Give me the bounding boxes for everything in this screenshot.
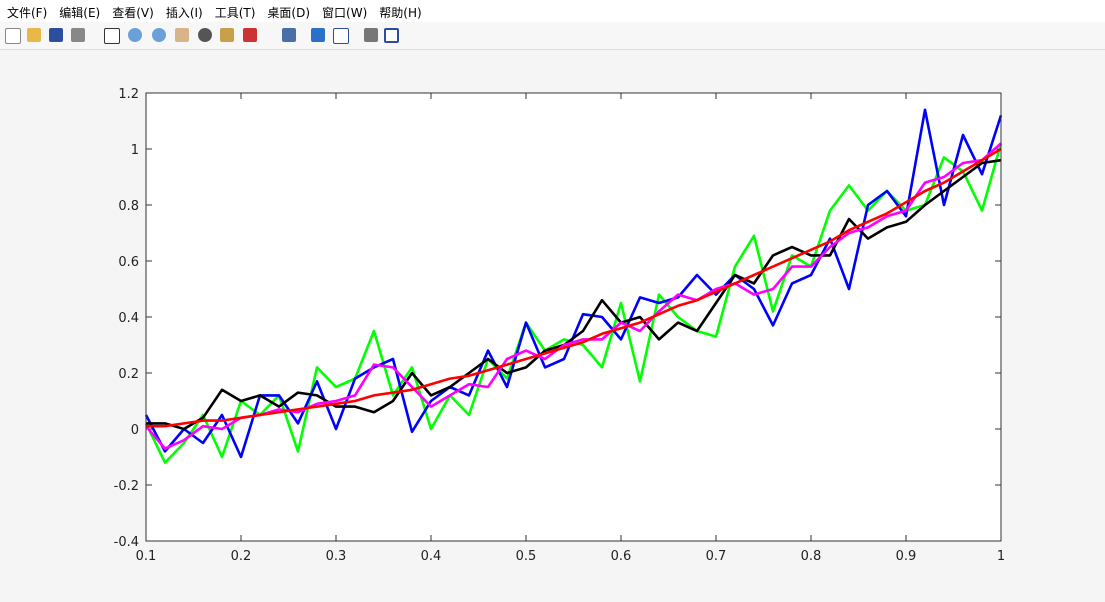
x-tick-label: 0.6	[611, 549, 632, 564]
colorbar-icon[interactable]	[311, 28, 325, 42]
menu-item[interactable]: 帮助(H)	[379, 6, 422, 20]
zoom-in-icon[interactable]	[128, 28, 142, 42]
menu-item[interactable]: 窗口(W)	[322, 6, 368, 20]
series-line	[146, 158, 1002, 431]
new-icon[interactable]	[5, 28, 21, 44]
menu-bar: 文件(F) 编辑(E) 查看(V) 插入(I) 工具(T) 桌面(D) 窗口(W) 帮助(H)	[0, 0, 1105, 22]
figure: 0.1 0.2 0.3 0.4 0.5 0.6 0.7 0.8 0.9 1 -0.4 -0.2 0 0.2…	[114, 87, 1006, 564]
x-tick-label: 1	[997, 549, 1005, 564]
y-tick-label: 0	[131, 423, 139, 438]
y-tick-label: 0.8	[118, 199, 139, 214]
menu-item[interactable]: 查看(V)	[112, 6, 154, 20]
x-tick-label: 0.3	[326, 549, 347, 564]
menu-item[interactable]: 桌面(D)	[267, 6, 311, 20]
x-tick-label: 0.7	[706, 549, 727, 564]
select-icon[interactable]	[104, 28, 120, 44]
plot-area	[146, 93, 1001, 541]
y-tick-label: 1	[131, 143, 139, 158]
x-tick-label: 0.4	[421, 549, 442, 564]
open-icon[interactable]	[27, 28, 41, 42]
menu-item[interactable]: 工具(T)	[214, 6, 256, 20]
save-icon[interactable]	[49, 28, 63, 42]
x-tick-label: 0.5	[516, 549, 537, 564]
y-tick-label: -0.2	[114, 479, 139, 494]
series-line	[146, 147, 1002, 428]
x-tick-label: 0.2	[231, 549, 252, 564]
menu-item[interactable]: 文件(F)	[7, 6, 48, 20]
hide-icon[interactable]	[364, 28, 378, 42]
show-icon[interactable]	[384, 28, 399, 43]
pan-icon[interactable]	[175, 28, 189, 42]
legend-icon[interactable]	[333, 28, 349, 44]
zoom-out-icon[interactable]	[152, 28, 166, 42]
y-tick-label: 0.4	[118, 311, 139, 326]
link-icon[interactable]	[282, 28, 296, 42]
y-tick-label: -0.4	[114, 535, 139, 550]
menu-item[interactable]: 插入(I)	[165, 6, 203, 20]
toolbar	[0, 22, 1105, 50]
brush-icon[interactable]	[243, 28, 257, 42]
x-tick-label: 0.8	[801, 549, 822, 564]
x-tick-label: 0.1	[136, 549, 157, 564]
y-tick-label: 1.2	[118, 87, 139, 102]
print-icon[interactable]	[71, 28, 85, 42]
rotate-icon[interactable]	[198, 28, 212, 42]
y-tick-label: 0.6	[118, 255, 139, 270]
axes-box	[145, 92, 1002, 542]
y-tick-label: 0.2	[118, 367, 139, 382]
menu-item[interactable]: 编辑(E)	[59, 6, 101, 20]
datatip-icon[interactable]	[220, 28, 234, 42]
x-tick-label: 0.9	[896, 549, 917, 564]
